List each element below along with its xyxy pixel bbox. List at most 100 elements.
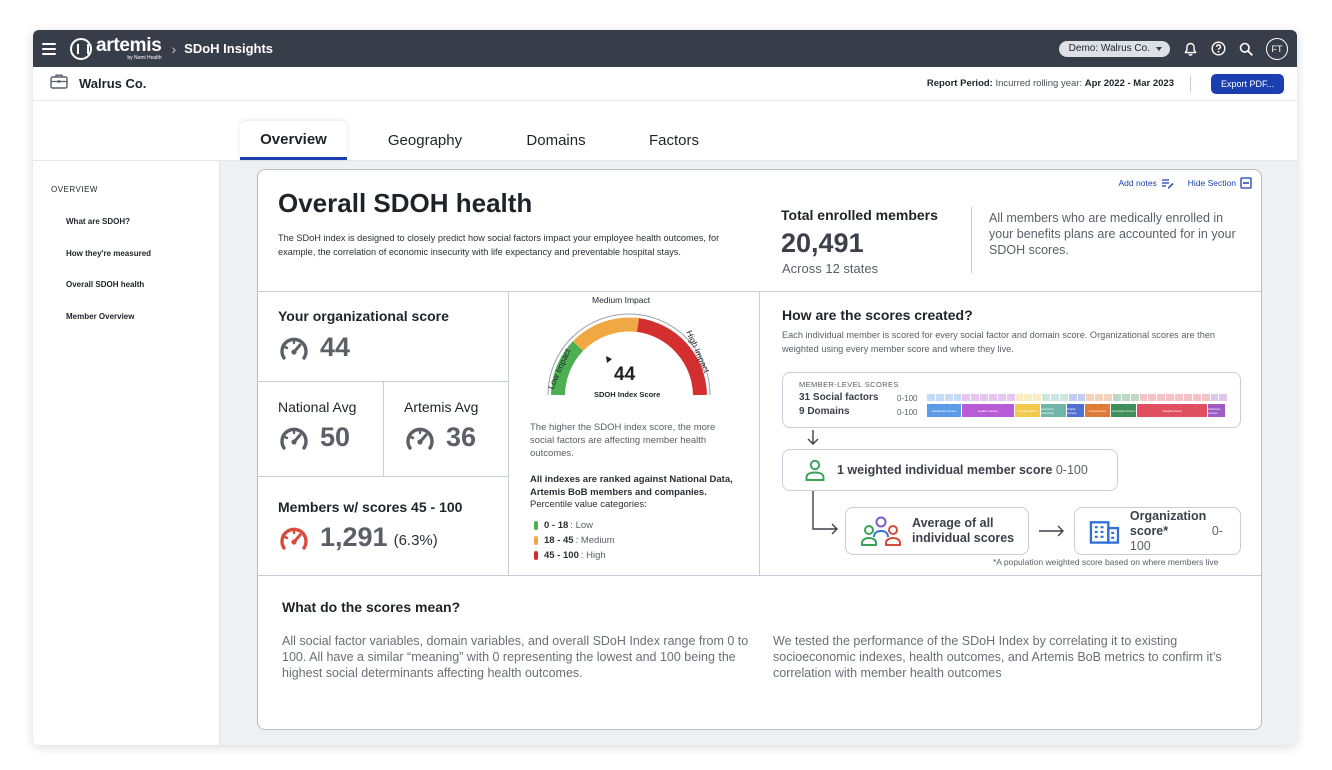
social-factor-segment [1051, 394, 1059, 401]
legend-range: 45 - 100 [544, 550, 579, 561]
legend-item-low: 0 - 18 : Low [534, 518, 615, 533]
social-factor-segment [1121, 394, 1130, 401]
social-factor-segment [1157, 394, 1166, 401]
gauge-description: The higher the SDOH index score, the mor… [530, 422, 716, 459]
social-factor-segment [1068, 394, 1077, 401]
gauge-low-arc [551, 341, 584, 396]
company-name: Walrus Co. [79, 76, 147, 91]
add-notes-button[interactable]: Add notes [1119, 177, 1174, 189]
divider [258, 476, 508, 477]
how-scores-title: How are the scores created? [782, 307, 973, 323]
gauge-medium-arc [573, 317, 639, 352]
social-factor-segment [1006, 394, 1015, 401]
sidebar-item-overall-sdoh-health[interactable]: Overall SDOH health [66, 280, 145, 289]
social-factor-segment [1175, 394, 1183, 401]
org-score-value: 44 [320, 332, 351, 362]
menu-icon[interactable] [42, 42, 56, 55]
sidebar-item-member-overview[interactable]: Member Overview [66, 312, 135, 321]
domain-segment: Economic Insecurity [1041, 404, 1066, 417]
collapse-icon [1240, 177, 1252, 189]
weighted-footnote: *A population weighted score based on wh… [993, 557, 1219, 567]
arrow-right-icon [1039, 525, 1064, 537]
artemis-avg-label: Artemis Avg [404, 399, 479, 415]
members-high-label: Members w/ scores 45 - 100 [278, 499, 463, 515]
divider [258, 575, 1261, 576]
legend-item-medium: 18 - 45 : Medium [534, 533, 615, 548]
caret-down-icon [1156, 46, 1162, 51]
scores-meaning-left: All social factor variables, domain vari… [282, 634, 749, 680]
social-factor-segment [1033, 394, 1042, 401]
weighted-score-range: 0-100 [1055, 462, 1088, 477]
social-factor-segments [927, 394, 1228, 401]
sidebar-item-how-measured[interactable]: How they're measured [66, 249, 152, 258]
tab-domains[interactable]: Domains [526, 132, 586, 149]
domain-segment: Transportation [1015, 404, 1040, 417]
national-avg-value: 50 [320, 422, 351, 452]
help-icon[interactable] [1210, 41, 1226, 57]
social-factor-segment [927, 394, 935, 401]
social-factor-segment [1183, 394, 1192, 401]
social-factor-segment [962, 394, 971, 401]
weighted-score-label: 1 weighted individual member score [837, 462, 1053, 477]
org-score-label: Your organizational score [278, 308, 449, 324]
export-pdf-button[interactable]: Export PDF... [1210, 73, 1284, 94]
user-avatar[interactable]: FT [1266, 37, 1288, 60]
organization-score-box: Organization score* 0-100 [1074, 507, 1241, 555]
rank-note-bold: All indexes are ranked against National … [530, 474, 733, 498]
scores-meaning-right: We tested the performance of the SDoH In… [773, 634, 1222, 680]
social-factor-segment [1166, 394, 1175, 401]
briefcase-icon [50, 73, 68, 94]
social-factor-segment [1077, 394, 1086, 401]
enrolled-note: All members who are medically enrolled i… [989, 211, 1236, 257]
social-factor-segment [1095, 394, 1104, 401]
hide-section-label: Hide Section [1187, 178, 1236, 188]
social-factor-segment [1113, 394, 1121, 401]
legend-swatch-medium [534, 536, 538, 545]
enrolled-number: 20,491 [781, 228, 864, 258]
impact-legend: 0 - 18 : Low 18 - 45 : Medium 45 - 100 :… [534, 518, 615, 563]
arrow-down-icon [807, 430, 819, 445]
social-factor-segment [997, 394, 1006, 401]
demo-select-value: Demo: Walrus Co. [1068, 43, 1150, 54]
top-navigation-bar: artemis by Nomi Health › SDoH Insights D… [33, 30, 1297, 67]
edit-notes-icon [1161, 178, 1174, 188]
demo-company-select[interactable]: Demo: Walrus Co. [1058, 40, 1170, 57]
domain-segments: Healthcare Access Health Literacy Transpor… [927, 404, 1227, 417]
sdoh-index-gauge: Low Impact Medium Impact High Impact 44 … [528, 292, 728, 417]
bell-icon[interactable] [1182, 41, 1198, 57]
legend-swatch-low [534, 521, 538, 530]
search-icon[interactable] [1238, 41, 1254, 57]
tab-overview[interactable]: Overview [240, 121, 347, 160]
sidebar-item-what-are-sdoh[interactable]: What are SDOH? [66, 217, 131, 226]
org-score-box-range: 0-100 [1129, 523, 1224, 553]
social-factor-segment [971, 394, 980, 401]
group-icon [861, 516, 901, 546]
tab-factors[interactable]: Factors [648, 132, 699, 149]
social-factor-segment [1059, 394, 1068, 401]
domain-segment: Childcare Access [1208, 404, 1225, 417]
domain-segment: Neighborhood [1137, 404, 1207, 417]
hide-section-button[interactable]: Hide Section [1188, 177, 1252, 189]
tab-geography[interactable]: Geography [387, 132, 463, 149]
sidebar: OVERVIEW What are SDOH? How they're meas… [33, 161, 220, 745]
artemis-logo[interactable]: artemis by Nomi Health [70, 36, 162, 61]
report-period-range: Apr 2022 - Mar 2023 [1084, 78, 1174, 89]
domain-segment: Food Access [1085, 404, 1110, 417]
divider [759, 291, 760, 575]
breadcrumb[interactable]: SDoH Insights [184, 41, 274, 56]
arrow-elbow-icon [812, 491, 838, 535]
domains-range: 0-100 [897, 408, 918, 417]
weighted-member-score-box: 1 weighted individual member score 0-100 [782, 449, 1118, 491]
chevron-right-icon: › [171, 40, 177, 57]
social-factor-segment [1024, 394, 1033, 401]
social-factor-segment [935, 394, 944, 401]
tab-bar: Overview Geography Domains Factors [33, 101, 1297, 161]
rank-note-sub: Percentile value categories: [530, 499, 647, 510]
social-factor-segment [1042, 394, 1051, 401]
person-icon [805, 459, 825, 481]
artemis-avg-value: 36 [446, 422, 477, 452]
scores-meaning-title: What do the scores mean? [282, 599, 461, 615]
add-notes-label: Add notes [1118, 178, 1157, 188]
gauge-value: 44 [614, 364, 636, 385]
social-factor-segment [1201, 394, 1210, 401]
